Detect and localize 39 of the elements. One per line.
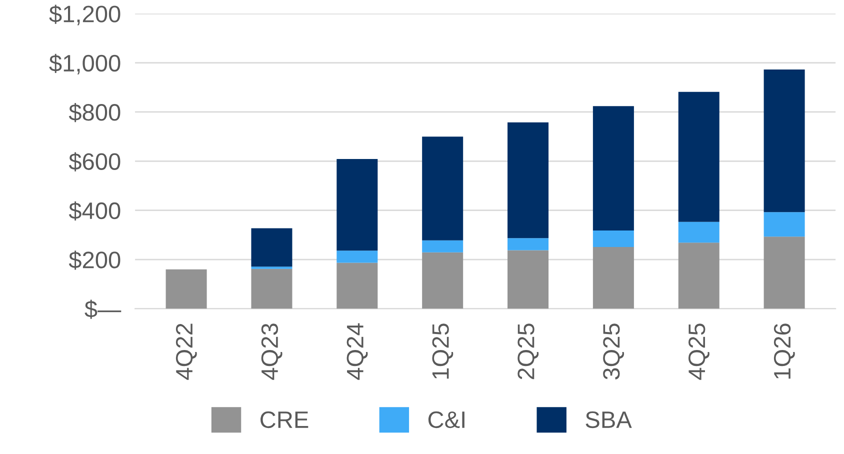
- bar: [764, 212, 805, 237]
- bar: [336, 262, 378, 309]
- bar: [166, 269, 207, 309]
- y-tick-label: $1,200: [49, 4, 120, 26]
- bar: [336, 158, 378, 251]
- bar: [592, 230, 634, 247]
- x-tick-label: 3Q25: [603, 324, 624, 380]
- bar: [678, 222, 720, 243]
- y-tick-label: $—: [84, 300, 122, 319]
- bar: [592, 246, 634, 309]
- bar: [764, 236, 805, 309]
- bar: [764, 69, 805, 212]
- bar: [422, 136, 464, 240]
- x-tick-label: 4Q23: [261, 324, 282, 380]
- y-tick-label: $400: [68, 201, 120, 221]
- legend-label: SBA: [586, 411, 632, 428]
- x-tick-label: 4Q22: [176, 324, 197, 380]
- y-tick-label: $600: [68, 152, 120, 172]
- bar: [508, 122, 549, 238]
- x-tick-label: 1Q26: [774, 324, 795, 379]
- y-tick-label: $200: [68, 250, 120, 270]
- bar: [508, 250, 549, 309]
- y-tick-label: $800: [68, 103, 120, 122]
- bar: [251, 268, 292, 309]
- x-tick-label: 1Q25: [432, 324, 454, 379]
- x-tick-label: 2Q25: [518, 324, 539, 380]
- x-tick-label: 4Q24: [346, 323, 368, 380]
- bar: [678, 92, 720, 222]
- legend-label: CRE: [260, 411, 308, 428]
- bar: [336, 250, 378, 263]
- y-tick-label: $1,000: [49, 54, 120, 74]
- bar: [422, 252, 464, 309]
- x-tick-label: 4Q25: [688, 324, 710, 380]
- bar: [592, 106, 634, 231]
- bar: [508, 238, 549, 250]
- bar: [422, 240, 464, 252]
- bar: [678, 242, 720, 309]
- bar: [251, 228, 292, 267]
- legend-label: C&I: [428, 411, 464, 428]
